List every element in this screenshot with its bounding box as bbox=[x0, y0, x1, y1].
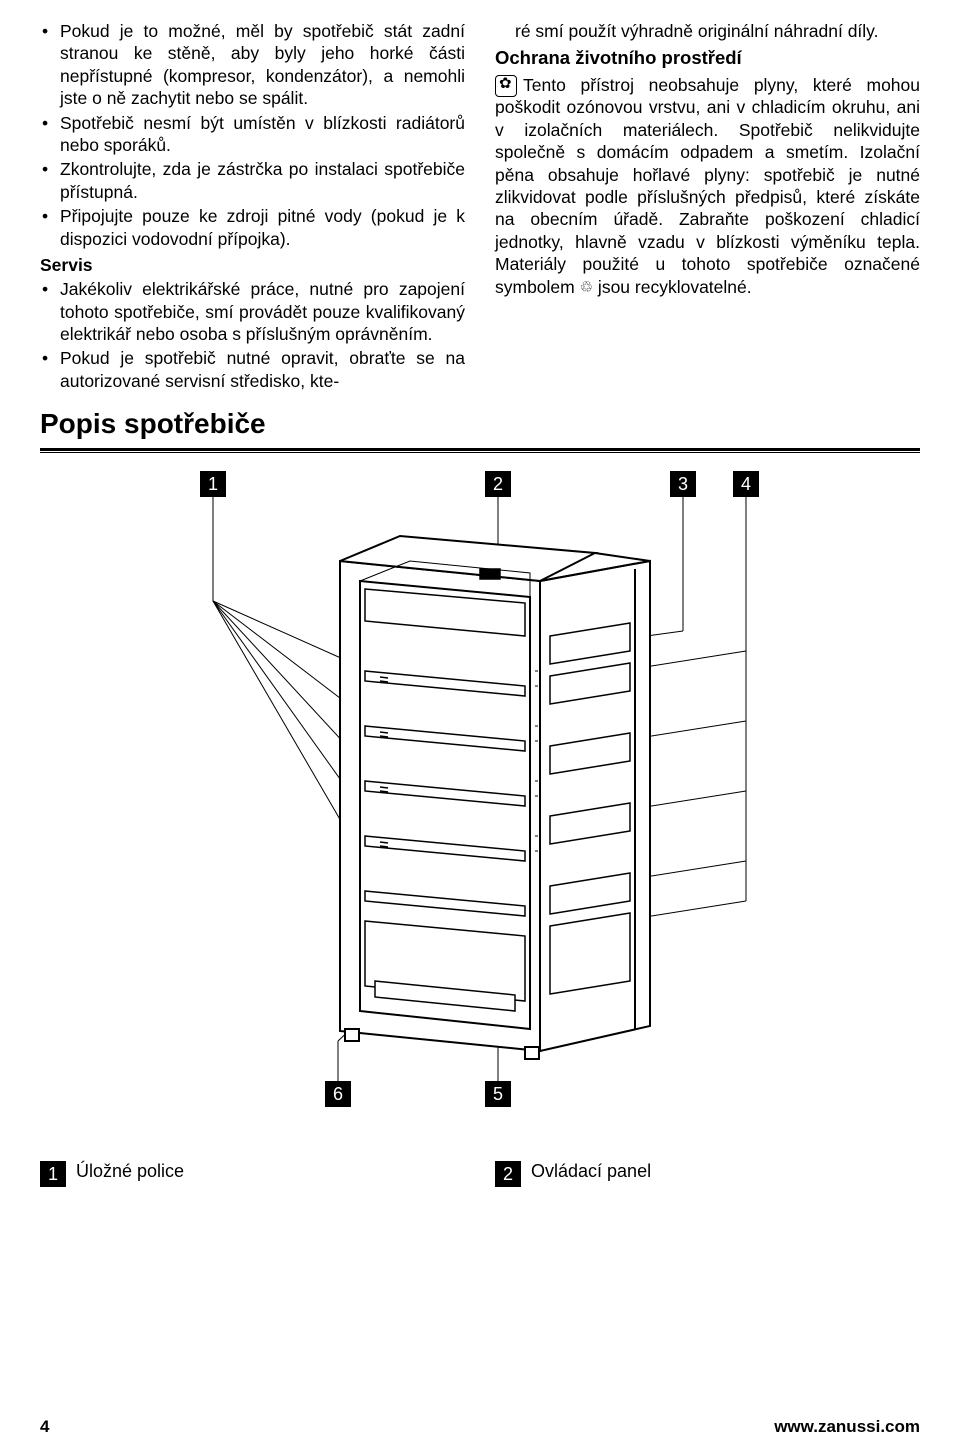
environment-paragraph: Tento přístroj neobsahuje plyny, které m… bbox=[495, 74, 920, 298]
two-column-text: Pokud je to možné, měl by spotřebič stát… bbox=[40, 20, 920, 394]
legend-num: 1 bbox=[40, 1161, 66, 1187]
page-footer: 4 www.zanussi.com bbox=[40, 1417, 920, 1437]
list-item: Připojujte pouze ke zdroji pitné vody (p… bbox=[60, 205, 465, 250]
left-column: Pokud je to možné, měl by spotřebič stát… bbox=[40, 20, 465, 394]
legend-item-2: 2 Ovládací panel bbox=[495, 1161, 920, 1187]
section-title: Popis spotřebiče bbox=[40, 408, 920, 440]
bullet-list-a: Pokud je to možné, měl by spotřebič stát… bbox=[40, 20, 465, 250]
recycle-icon: ♲ bbox=[580, 278, 593, 297]
footer-url: www.zanussi.com bbox=[774, 1417, 920, 1437]
title-rule-thick bbox=[40, 448, 920, 451]
title-rule-thin bbox=[40, 452, 920, 453]
env-text-body: chladicím okruhu, ani v izolačních mater… bbox=[495, 97, 920, 296]
legend-item-1: 1 Úložné police bbox=[40, 1161, 465, 1187]
list-item: Zkontrolujte, zda je zástrčka po instala… bbox=[60, 158, 465, 203]
list-item: Jakékoliv elektrikářské práce, nutné pro… bbox=[60, 278, 465, 345]
list-item: Pokud je spotřebič nutné opravit, obraťt… bbox=[60, 347, 465, 392]
fridge-svg bbox=[40, 471, 920, 1121]
continuation-text: ré smí použít výhradně originální náhrad… bbox=[495, 20, 920, 42]
flower-icon bbox=[495, 75, 517, 97]
page-number: 4 bbox=[40, 1417, 49, 1437]
legend-num: 2 bbox=[495, 1161, 521, 1187]
list-item: Spotřebič nesmí být umístěn v blízkosti … bbox=[60, 112, 465, 157]
legend-label: Úložné police bbox=[76, 1161, 184, 1182]
servis-heading: Servis bbox=[40, 254, 465, 276]
list-item: Pokud je to možné, měl by spotřebič stát… bbox=[60, 20, 465, 110]
environment-heading: Ochrana životního prostředí bbox=[495, 46, 920, 70]
legend-label: Ovládací panel bbox=[531, 1161, 651, 1182]
legend-row: 1 Úložné police 2 Ovládací panel bbox=[40, 1161, 920, 1187]
appliance-diagram: 1 2 3 4 6 5 bbox=[40, 471, 920, 1121]
env-text-tail: jsou recyklovatelné. bbox=[593, 277, 752, 297]
right-column: ré smí použít výhradně originální náhrad… bbox=[495, 20, 920, 394]
bullet-list-b: Jakékoliv elektrikářské práce, nutné pro… bbox=[40, 278, 465, 392]
